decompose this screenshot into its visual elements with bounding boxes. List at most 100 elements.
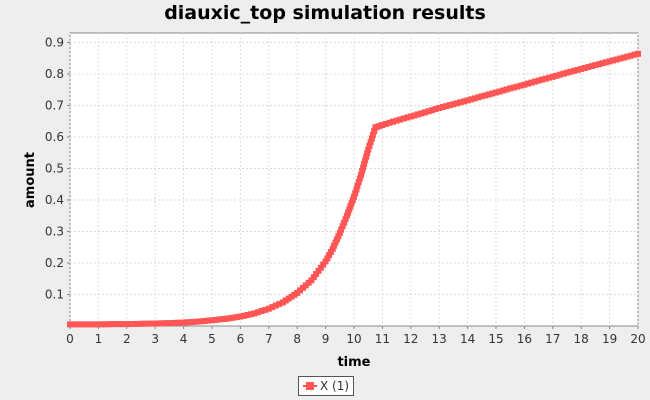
- data-point: [418, 110, 425, 117]
- data-point: [219, 316, 226, 323]
- data-point: [341, 219, 348, 226]
- data-point: [366, 142, 373, 149]
- data-point: [592, 62, 599, 69]
- data-point: [244, 312, 251, 318]
- data-point: [489, 90, 496, 97]
- data-point: [127, 321, 134, 327]
- data-point: [331, 242, 338, 249]
- data-point: [549, 73, 556, 80]
- data-point: [588, 63, 595, 70]
- data-point: [138, 320, 144, 327]
- y-axis-ticks: 0.1 0.2 0.3 0.4 0.5 0.6 0.7 0.8 0.9: [45, 35, 70, 301]
- data-point: [155, 320, 162, 327]
- data-point: [631, 51, 638, 58]
- data-point: [332, 239, 339, 246]
- data-point: [77, 321, 84, 328]
- data-point: [255, 309, 262, 316]
- data-point: [88, 321, 95, 328]
- data-point: [95, 321, 102, 328]
- data-point: [360, 164, 367, 171]
- data-point: [386, 119, 393, 126]
- data-point: [485, 91, 492, 98]
- data-point: [443, 103, 450, 110]
- data-point: [379, 122, 386, 128]
- data-point: [194, 318, 201, 325]
- x-tick-label: 9: [322, 332, 330, 346]
- data-point: [327, 249, 334, 255]
- data-point: [308, 277, 315, 284]
- data-point: [113, 321, 120, 328]
- data-point: [578, 65, 585, 72]
- data-point: [493, 89, 499, 96]
- data-point: [556, 71, 563, 78]
- data-point: [326, 252, 333, 259]
- data-point: [461, 98, 467, 105]
- data-point: [432, 106, 439, 113]
- data-point: [564, 69, 570, 76]
- data-point: [265, 305, 272, 312]
- data-point: [310, 274, 317, 281]
- data-point: [152, 320, 159, 327]
- data-point: [367, 139, 374, 146]
- data-point: [407, 113, 414, 120]
- data-point: [272, 302, 279, 309]
- y-tick-label: 0.2: [45, 256, 64, 270]
- data-point: [627, 52, 634, 59]
- data-point: [346, 206, 353, 213]
- x-tick-label: 0: [66, 332, 74, 346]
- data-point: [226, 315, 233, 322]
- data-point: [571, 67, 578, 74]
- data-point: [369, 131, 376, 138]
- data-point: [233, 314, 240, 321]
- data-point: [475, 94, 482, 101]
- data-point: [99, 321, 105, 328]
- data-point: [620, 54, 627, 61]
- x-tick-label: 20: [630, 332, 645, 346]
- data-point: [209, 317, 215, 324]
- y-tick-label: 0.1: [45, 287, 64, 301]
- data-point: [248, 311, 255, 318]
- data-point: [390, 118, 396, 125]
- x-axis-title: time: [337, 355, 370, 370]
- data-point: [130, 321, 137, 327]
- data-point: [237, 313, 244, 320]
- x-tick-label: 14: [460, 332, 475, 346]
- data-point: [361, 161, 368, 167]
- data-point: [363, 153, 370, 160]
- data-point: [355, 179, 362, 186]
- legend-marker-icon: [303, 381, 317, 391]
- data-point: [352, 190, 359, 197]
- data-point: [329, 245, 336, 252]
- data-point: [205, 317, 212, 324]
- data-point: [353, 186, 360, 193]
- data-point: [560, 70, 567, 77]
- x-tick-label: 10: [346, 332, 361, 346]
- data-point: [358, 171, 365, 178]
- data-point: [276, 300, 283, 307]
- data-point: [313, 271, 320, 277]
- y-tick-label: 0.9: [45, 35, 64, 49]
- data-point: [67, 321, 73, 328]
- x-tick-label: 1: [95, 332, 103, 346]
- data-point: [324, 255, 331, 262]
- y-tick-label: 0.5: [45, 161, 64, 175]
- data-point: [148, 320, 155, 327]
- data-point: [532, 78, 538, 85]
- data-point: [187, 319, 194, 326]
- data-point: [542, 75, 549, 82]
- data-point: [510, 84, 517, 91]
- data-point: [343, 212, 350, 219]
- data-point: [606, 58, 613, 65]
- data-point: [317, 264, 324, 271]
- data-point: [335, 233, 342, 240]
- x-tick-label: 19: [602, 332, 617, 346]
- data-point: [84, 321, 91, 328]
- data-point: [338, 226, 345, 233]
- data-point: [198, 318, 205, 325]
- data-point: [336, 230, 343, 237]
- data-point: [191, 318, 198, 325]
- data-point: [383, 120, 389, 127]
- data-point: [574, 66, 581, 73]
- data-point: [471, 95, 478, 102]
- data-point: [393, 117, 400, 124]
